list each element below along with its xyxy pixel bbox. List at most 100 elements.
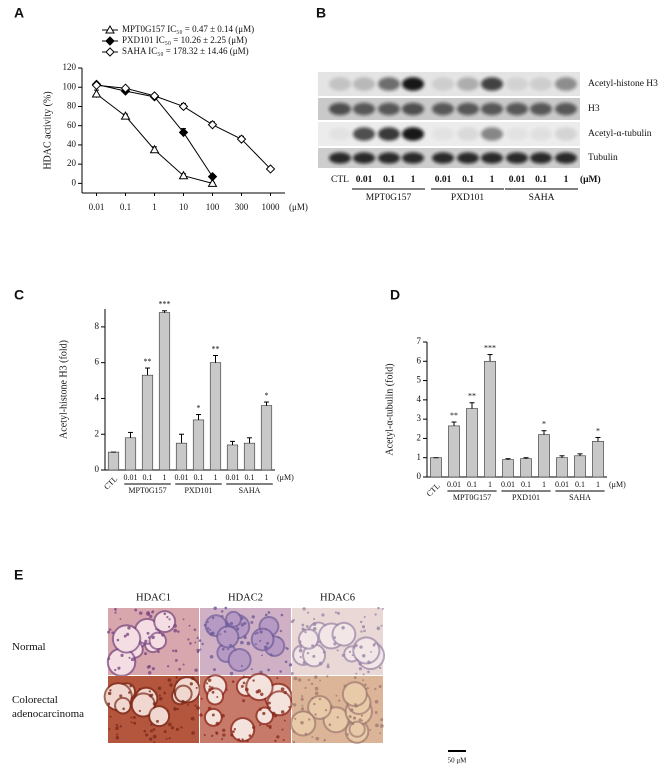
nucleus [361,654,366,658]
y-axis-label: Acetyl-histone H3 (fold) [58,340,69,439]
nucleus [129,684,133,688]
y-tick-label: 6 [95,357,100,367]
nucleus [301,627,305,631]
blot-band [530,127,552,141]
lane-label: 0.01 [509,175,526,185]
nucleus [304,630,307,634]
blot-band [402,127,424,141]
x-tick-label: 1 [214,473,218,482]
blot-band [432,127,454,141]
nucleus [351,654,354,657]
data-point [178,170,189,180]
nucleus [166,665,170,668]
nucleus [321,613,325,617]
data-point [178,101,189,112]
x-unit: (μM) [609,480,626,489]
significance: * [542,420,546,429]
blot-band [555,77,577,91]
nucleus [374,699,379,704]
y-tick-label: 3 [417,413,422,423]
nucleus [359,645,363,649]
nucleus [212,668,217,672]
nucleus [120,653,124,657]
nucleus [148,690,151,693]
nucleus [107,691,112,696]
nucleus [125,632,130,636]
nucleus [108,628,112,631]
column-label: HDAC2 [228,592,263,603]
group-label: MPT0G157 [366,193,412,203]
blot-band [481,77,503,91]
nucleus [302,607,306,611]
x-tick-label: 0.1 [194,473,204,482]
group-label: PXD101 [512,493,540,502]
nucleus [252,725,256,729]
nucleus [188,624,191,627]
nucleus [211,616,215,620]
nucleus [170,726,175,730]
nucleus [293,703,297,707]
nucleus [251,615,255,619]
nucleus [207,678,212,682]
y-tick-label: 4 [95,393,100,403]
nucleus [177,630,180,633]
bar [466,408,478,478]
nucleus [291,702,294,706]
nucleus [221,738,224,741]
nucleus [352,716,357,720]
blot-band [329,127,351,141]
blot-row-label: Acetyl-α-tubulin [588,129,652,139]
nucleus [300,721,304,725]
nucleus [144,639,148,643]
bar [484,360,496,478]
nucleus [299,656,302,659]
nucleus [341,626,345,630]
nucleus [138,687,142,691]
nucleus [246,739,249,743]
legend-label: MPT0G157 IC₅₀ = 0.47 ± 0.14 (μM) [122,24,254,34]
nucleus [279,670,282,673]
significance: * [596,426,600,435]
nucleus [158,694,161,697]
nucleus [146,631,150,635]
nucleus [292,740,296,744]
bar [520,458,532,478]
nucleus [362,679,364,682]
nucleus [168,625,171,628]
blot-band [481,152,503,164]
nucleus [166,709,169,712]
nucleus [260,692,264,696]
nucleus [168,722,172,727]
nucleus [330,704,334,708]
nucleus [322,650,326,654]
nucleus [155,628,157,631]
lane-label: 0.01 [356,175,373,185]
significance: * [197,403,201,412]
nucleus [254,643,257,646]
nucleus [348,650,352,653]
nucleus [194,704,197,707]
bar [243,442,256,471]
nucleus [318,661,323,666]
histology-row-label: Normal [12,641,46,653]
data-point [105,36,115,46]
nucleus [298,648,303,653]
scale-bar-label: 50 μM [448,757,468,765]
nucleus [175,681,179,684]
nucleus [240,617,244,620]
lane-label: 0.1 [535,175,547,185]
nucleus [107,702,111,706]
nucleus [119,725,122,728]
group-label: PXD101 [451,193,485,203]
group-label: PXD101 [184,486,212,495]
nucleus [210,686,214,690]
nucleus [313,702,316,706]
nucleus [152,734,157,739]
nucleus [381,608,384,610]
nucleus [374,613,377,616]
significance: ** [468,392,476,401]
nucleus [380,724,384,728]
nucleus [207,630,210,633]
nucleus [229,671,234,676]
